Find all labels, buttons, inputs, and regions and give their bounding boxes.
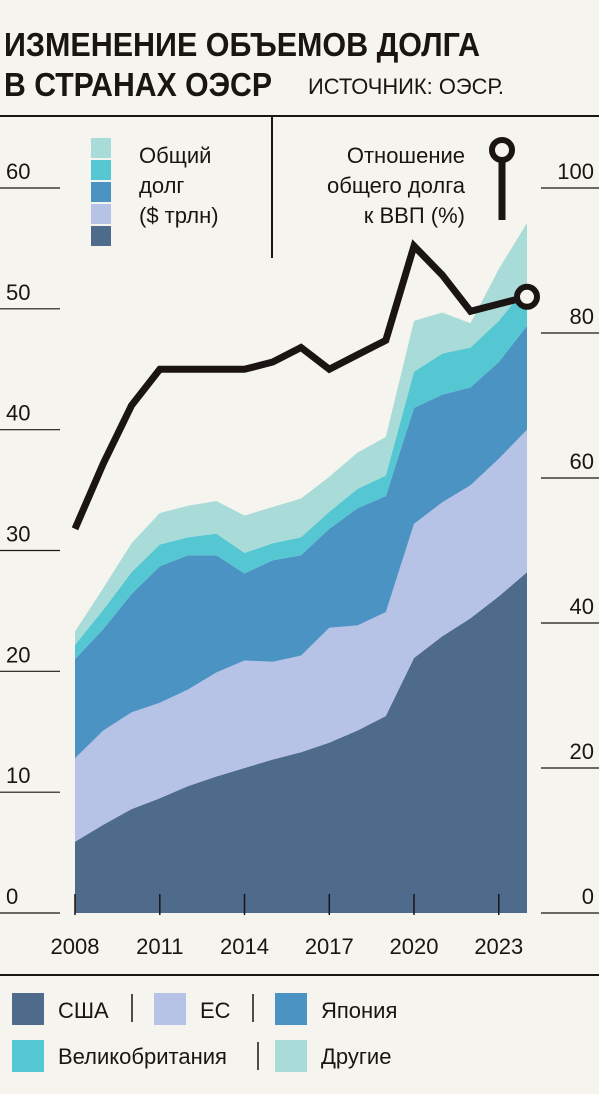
title-line-1: ИЗМЕНЕНИЕ ОБЪЕМОВ ДОЛГА <box>4 26 480 63</box>
legend-swatch-japan <box>91 182 111 202</box>
right-tick-label-80: 80 <box>570 304 594 329</box>
right-tick-label-0: 0 <box>582 884 594 909</box>
x-tick-label-2017: 2017 <box>305 934 354 959</box>
source-note: ИСТОЧНИК: ОЭСР. <box>308 74 504 99</box>
area-legend-title-2: долг <box>139 173 184 198</box>
legend-swatch-usa <box>91 226 111 246</box>
right-tick-label-40: 40 <box>570 594 594 619</box>
legend-swatch-eu <box>91 204 111 224</box>
ratio-line-layer <box>71 239 540 531</box>
left-tick-label-30: 30 <box>6 522 30 547</box>
header-rule <box>0 115 599 117</box>
bottom-legend: США ЕС Япония Великобритания Другие <box>12 993 397 1072</box>
area-other <box>75 223 527 645</box>
bottom-legend-swatch-other <box>275 1040 307 1072</box>
right-tick-label-20: 20 <box>570 739 594 764</box>
bottom-legend-label-usa: США <box>58 998 109 1023</box>
line-legend: Отношение общего долга к ВВП (%) <box>327 137 515 228</box>
left-tick-label-40: 40 <box>6 401 30 426</box>
bottom-legend-swatch-japan <box>275 993 307 1025</box>
area-japan <box>75 325 527 759</box>
x-tick-label-2008: 2008 <box>51 934 100 959</box>
right-tick-label-60: 60 <box>570 449 594 474</box>
title-line-2: В СТРАНАХ ОЭСР <box>4 66 272 103</box>
area-usa <box>75 572 527 913</box>
left-tick-label-20: 20 <box>6 642 30 667</box>
line-legend-title-3: к ВВП (%) <box>364 203 465 228</box>
ratio-end-marker <box>514 283 540 310</box>
left-tick-label-0: 0 <box>6 884 18 909</box>
right-tick-label-100: 100 <box>557 159 594 184</box>
ratio-line <box>71 239 528 531</box>
left-tick-label-60: 60 <box>6 159 30 184</box>
x-tick-label-2011: 2011 <box>136 934 183 959</box>
area-eu <box>75 429 527 842</box>
area-legend: Общий долг ($ трлн) <box>91 138 219 246</box>
legend-swatch-uk <box>91 160 111 180</box>
line-legend-title-1: Отношение <box>347 143 465 168</box>
left-axis: 0 10 20 30 40 50 60 <box>0 159 60 914</box>
left-tick-label-10: 10 <box>6 763 30 788</box>
left-tick-label-50: 50 <box>6 280 30 305</box>
right-axis: 0 20 40 60 80 100 <box>541 159 599 914</box>
line-legend-title-2: общего долга <box>327 173 466 198</box>
area-legend-title-3: ($ трлн) <box>139 203 219 228</box>
area-uk <box>75 285 527 660</box>
bottom-legend-swatch-eu <box>154 993 186 1025</box>
area-legend-title-1: Общий <box>139 143 211 168</box>
legend-swatch-other <box>91 138 111 158</box>
line-legend-marker <box>489 137 515 163</box>
bottom-legend-rule <box>0 974 599 976</box>
bottom-legend-label-other: Другие <box>321 1044 391 1069</box>
stacked-areas <box>75 223 527 913</box>
bottom-legend-swatch-uk <box>12 1040 44 1072</box>
legend-divider <box>271 117 273 258</box>
x-tick-label-2014: 2014 <box>220 934 269 959</box>
bottom-legend-label-uk: Великобритания <box>58 1044 227 1069</box>
x-axis: 2008 2011 2014 2017 2020 2023 <box>51 894 523 959</box>
bottom-legend-swatch-usa <box>12 993 44 1025</box>
bottom-legend-label-japan: Япония <box>321 998 397 1023</box>
x-tick-label-2023: 2023 <box>474 934 523 959</box>
x-tick-label-2020: 2020 <box>390 934 439 959</box>
bottom-legend-label-eu: ЕС <box>200 998 231 1023</box>
